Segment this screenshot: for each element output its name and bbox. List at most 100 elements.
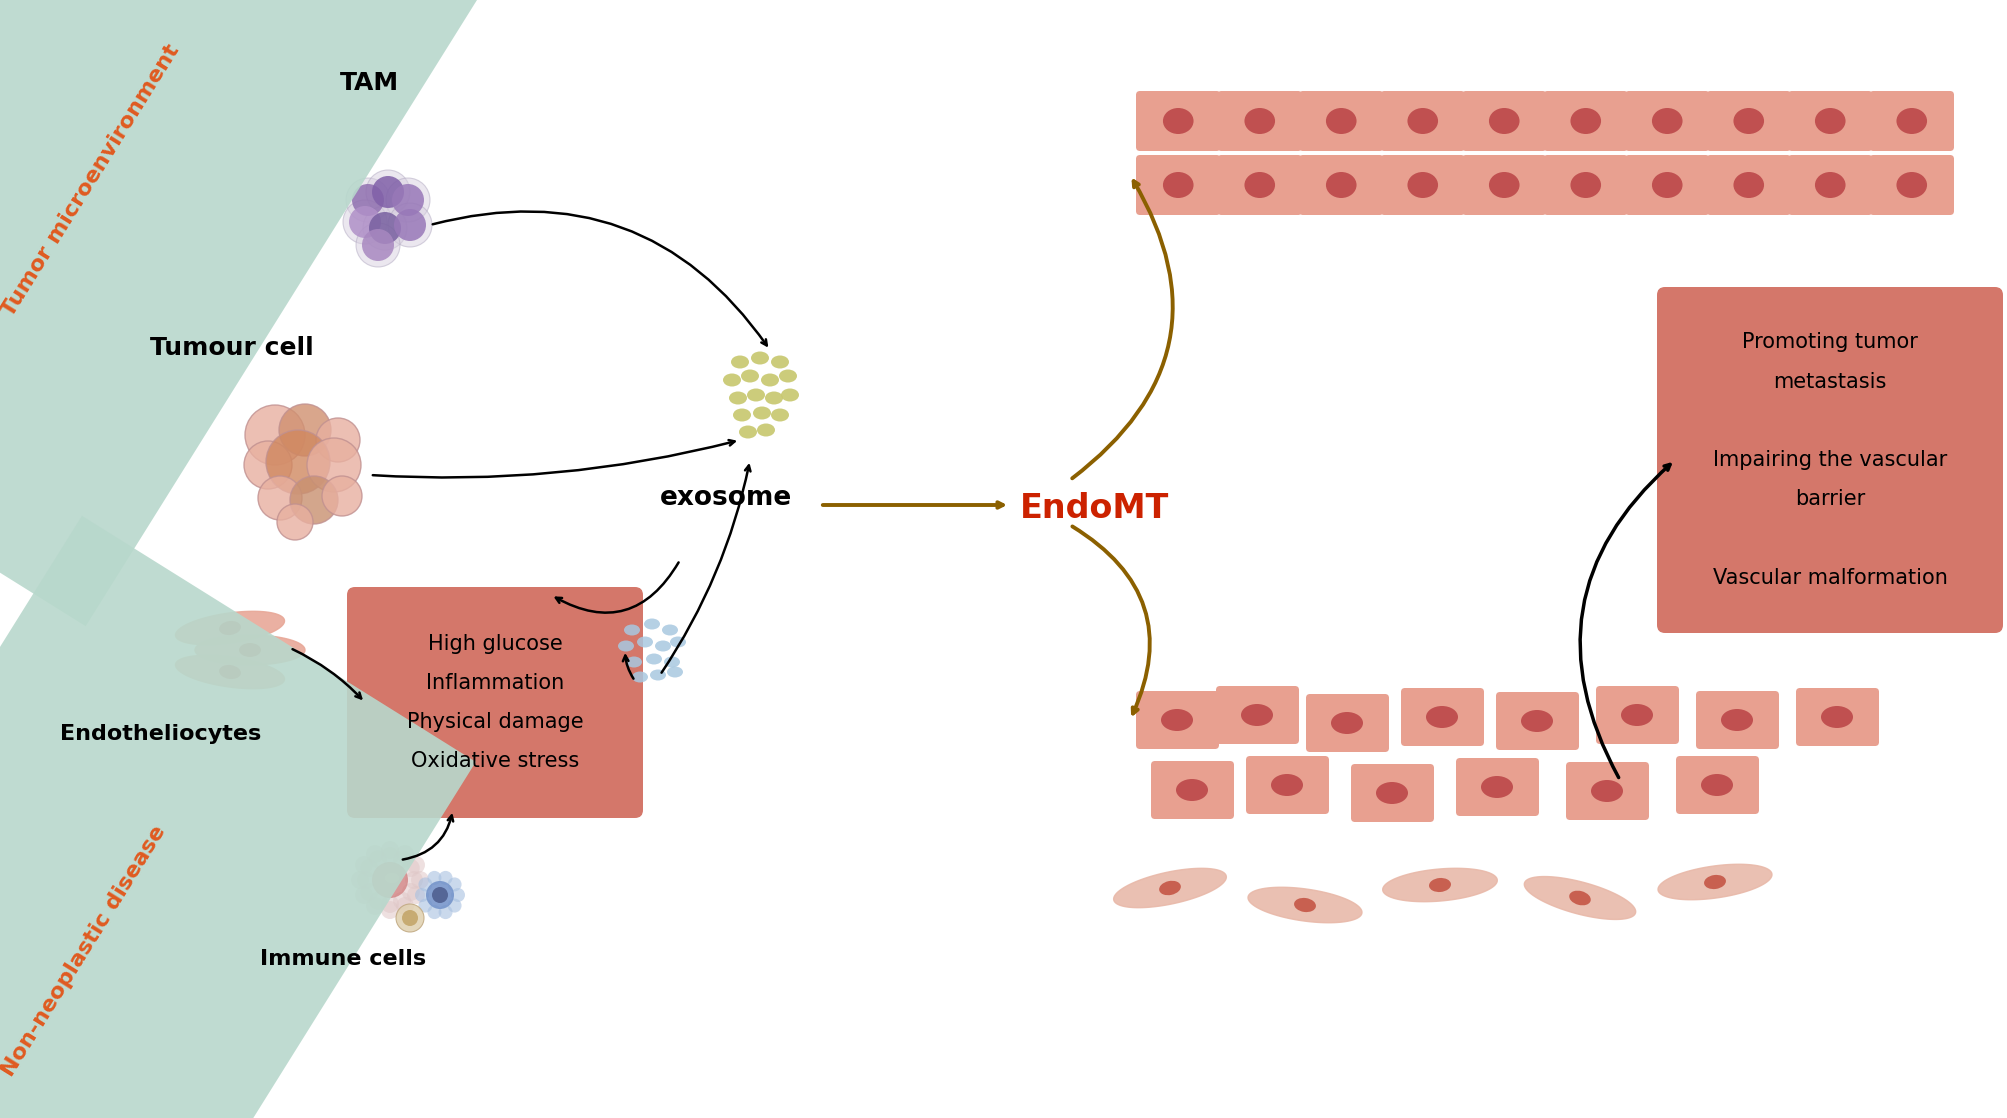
Text: TAM: TAM [339, 72, 399, 95]
Polygon shape [175, 612, 285, 645]
Circle shape [343, 200, 387, 244]
Polygon shape [195, 635, 305, 665]
Circle shape [401, 883, 419, 901]
Circle shape [245, 440, 291, 489]
Polygon shape [175, 655, 285, 689]
FancyBboxPatch shape [1216, 91, 1301, 151]
Ellipse shape [618, 641, 634, 652]
Ellipse shape [219, 665, 241, 679]
FancyBboxPatch shape [1495, 692, 1578, 750]
Circle shape [321, 476, 361, 517]
Ellipse shape [1160, 709, 1192, 731]
Ellipse shape [219, 620, 241, 635]
Ellipse shape [1732, 172, 1764, 198]
Ellipse shape [1704, 875, 1726, 889]
Circle shape [289, 476, 337, 524]
Circle shape [371, 862, 407, 898]
FancyBboxPatch shape [1624, 91, 1708, 151]
Ellipse shape [239, 643, 261, 657]
Circle shape [391, 184, 423, 216]
Ellipse shape [1244, 108, 1274, 134]
Circle shape [365, 170, 409, 214]
Circle shape [427, 906, 442, 919]
Text: Non-neoplastic disease: Non-neoplastic disease [0, 822, 169, 1080]
Polygon shape [1114, 869, 1226, 908]
Ellipse shape [1652, 108, 1682, 134]
Circle shape [395, 845, 413, 863]
Ellipse shape [781, 388, 799, 401]
Circle shape [381, 841, 399, 859]
Circle shape [351, 184, 383, 216]
Circle shape [345, 178, 389, 222]
Circle shape [245, 405, 305, 465]
Ellipse shape [1814, 108, 1844, 134]
FancyBboxPatch shape [1351, 764, 1433, 822]
Ellipse shape [1732, 108, 1764, 134]
Ellipse shape [1590, 780, 1622, 802]
FancyBboxPatch shape [1543, 91, 1628, 151]
FancyBboxPatch shape [1150, 761, 1234, 819]
Circle shape [405, 871, 423, 889]
Circle shape [349, 206, 381, 238]
Ellipse shape [666, 666, 682, 678]
FancyBboxPatch shape [1565, 762, 1648, 819]
Circle shape [438, 871, 452, 884]
FancyBboxPatch shape [1299, 91, 1383, 151]
Circle shape [381, 847, 399, 865]
FancyBboxPatch shape [1136, 691, 1218, 749]
FancyBboxPatch shape [1461, 155, 1545, 215]
Circle shape [279, 404, 331, 456]
FancyBboxPatch shape [1869, 155, 1953, 215]
FancyBboxPatch shape [1706, 91, 1790, 151]
Ellipse shape [1162, 172, 1192, 198]
Circle shape [448, 899, 462, 912]
Ellipse shape [654, 641, 670, 652]
Ellipse shape [1489, 172, 1519, 198]
FancyBboxPatch shape [1401, 688, 1483, 746]
Circle shape [395, 904, 423, 932]
Circle shape [371, 176, 403, 208]
Ellipse shape [1489, 108, 1519, 134]
Circle shape [401, 910, 417, 926]
Circle shape [395, 897, 413, 915]
FancyBboxPatch shape [1786, 91, 1873, 151]
Ellipse shape [1700, 774, 1732, 796]
Ellipse shape [739, 426, 757, 438]
Ellipse shape [1162, 108, 1192, 134]
Ellipse shape [1158, 881, 1180, 896]
Circle shape [401, 859, 419, 877]
FancyBboxPatch shape [1596, 686, 1678, 743]
Circle shape [393, 209, 425, 241]
Text: Immune cells: Immune cells [259, 949, 425, 969]
Circle shape [407, 885, 425, 904]
Circle shape [265, 430, 329, 494]
Circle shape [369, 212, 401, 244]
Circle shape [257, 476, 301, 520]
Circle shape [369, 892, 387, 910]
Ellipse shape [662, 625, 678, 635]
Ellipse shape [765, 391, 783, 405]
Circle shape [355, 856, 373, 874]
FancyBboxPatch shape [1299, 155, 1383, 215]
Ellipse shape [751, 351, 769, 364]
Circle shape [417, 899, 432, 912]
FancyBboxPatch shape [1696, 691, 1778, 749]
FancyBboxPatch shape [1246, 756, 1329, 814]
Ellipse shape [650, 670, 666, 681]
FancyBboxPatch shape [1869, 91, 1953, 151]
Text: exosome: exosome [660, 485, 793, 511]
Ellipse shape [771, 356, 789, 369]
Ellipse shape [753, 407, 771, 419]
FancyBboxPatch shape [1676, 756, 1758, 814]
Circle shape [365, 845, 383, 863]
Ellipse shape [1720, 709, 1752, 731]
FancyBboxPatch shape [1136, 155, 1220, 215]
Text: Promoting tumor
metastasis

Impairing the vascular
barrier

Vascular malformatio: Promoting tumor metastasis Impairing the… [1712, 332, 1947, 588]
Text: Tumour cell: Tumour cell [151, 337, 313, 360]
Ellipse shape [741, 370, 759, 382]
Circle shape [355, 885, 373, 904]
Ellipse shape [670, 636, 686, 647]
Ellipse shape [731, 356, 749, 369]
FancyBboxPatch shape [1461, 91, 1545, 151]
Ellipse shape [624, 625, 640, 635]
